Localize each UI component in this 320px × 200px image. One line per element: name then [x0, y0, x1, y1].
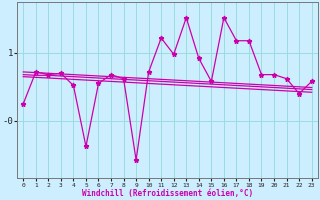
X-axis label: Windchill (Refroidissement éolien,°C): Windchill (Refroidissement éolien,°C): [82, 189, 253, 198]
